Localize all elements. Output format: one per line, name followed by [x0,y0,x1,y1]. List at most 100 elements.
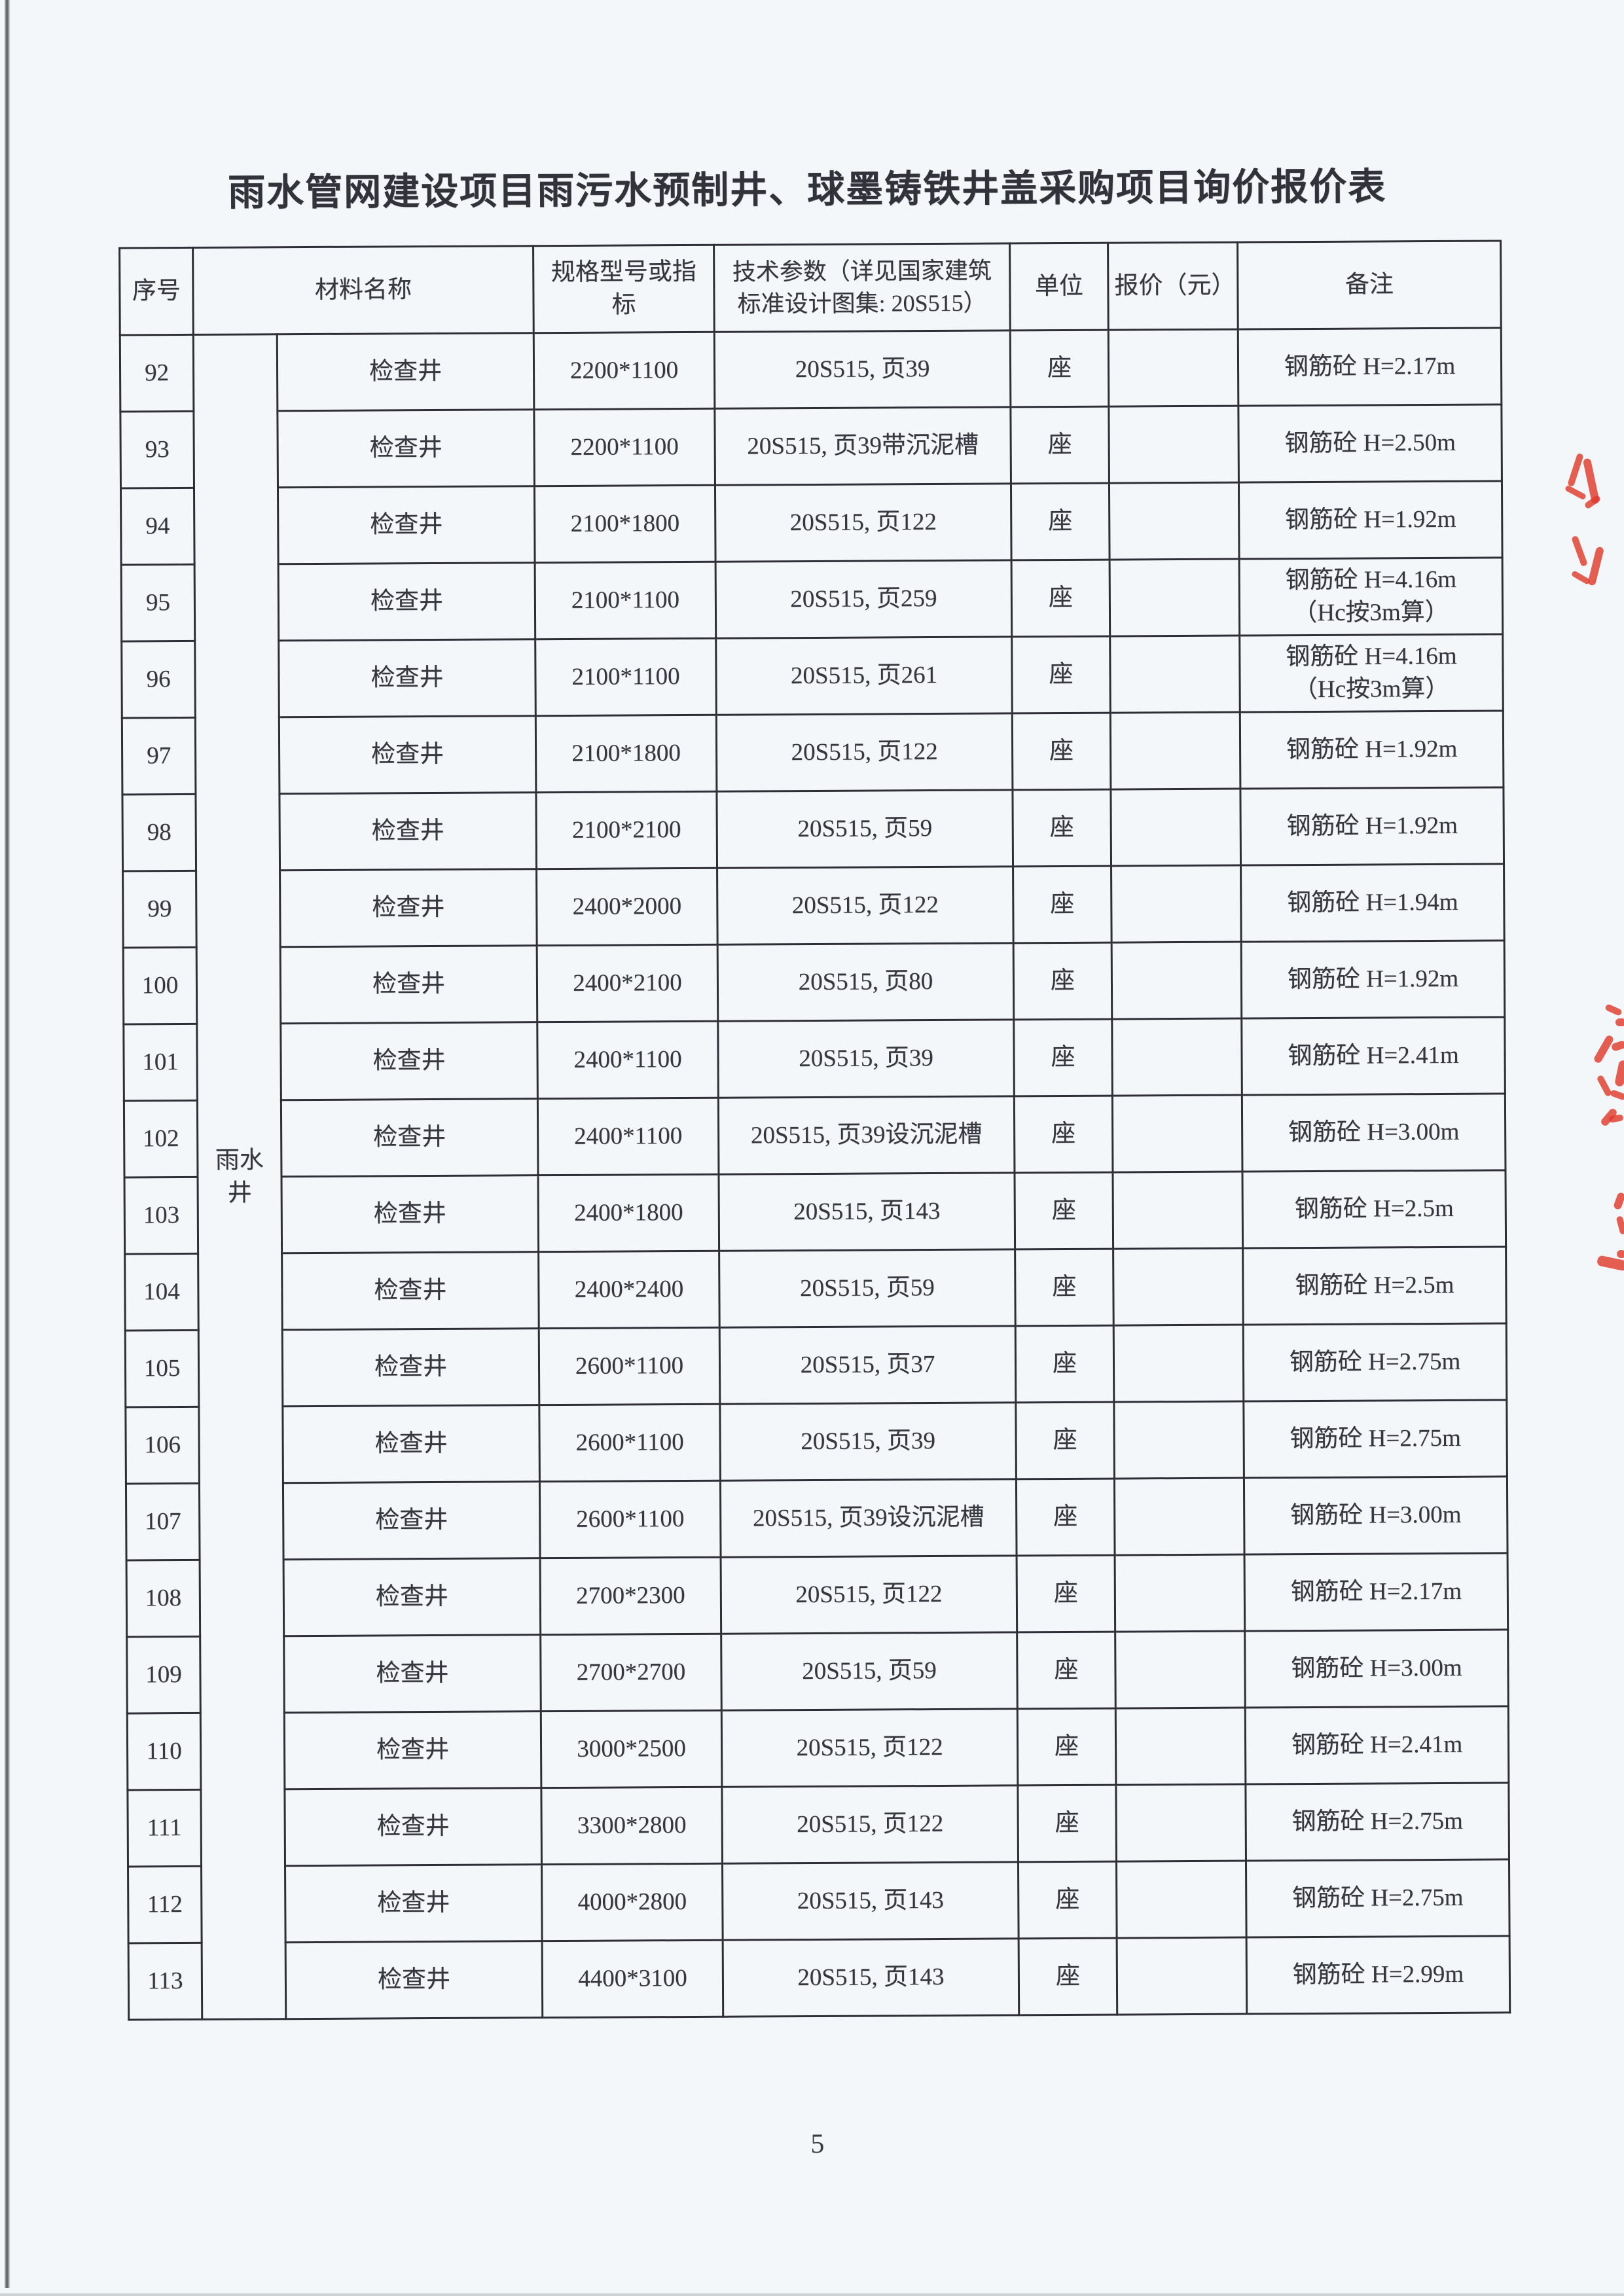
cell-note: 钢筋砼 H=2.99m [1246,1935,1510,2015]
cell-param: 20S515, 页39 [714,330,1011,409]
category-cell: 雨水井 [193,334,286,2020]
cell-unit: 座 [1016,1479,1115,1556]
cell-name: 检查井 [284,1711,541,1789]
cell-price [1113,1401,1244,1479]
table-row: 102 检查井 2400*1100 20S515, 页39设沉泥槽座 钢筋砼 H=3.0… [124,1093,1506,1177]
cell-param: 20S515, 页122 [721,1708,1018,1787]
red-stamp-fragment [1617,1250,1624,1258]
cell-seq: 96 [121,641,196,719]
cell-unit: 座 [1012,713,1111,790]
cell-unit: 座 [1017,1708,1116,1785]
cell-price [1116,1861,1247,1939]
cell-param: 20S515, 页59 [716,789,1013,869]
cell-spec: 2100*1800 [534,485,716,563]
table-row: 95 检查井 2100*1100 20S515, 页259 座 钢筋砼 H=4.16m （H… [121,557,1503,642]
quotation-table: 序号 材料名称 规格型号或指标 技术参数（详见国家建筑标准设计图集: 20S51… [118,240,1511,2020]
cell-spec: 3000*2500 [541,1710,722,1788]
cell-seq: 105 [125,1330,199,1407]
cell-param: 20S515, 页39设沉泥槽 [718,1096,1015,1175]
cell-seq: 95 [121,564,195,642]
cell-unit: 座 [1014,1096,1113,1173]
cell-note: 钢筋砼 H=1.92m [1240,710,1504,789]
cell-name: 检查井 [281,1175,539,1253]
cell-param: 20S515, 页143 [723,1938,1019,2017]
cell-note: 钢筋砼 H=1.94m [1240,863,1505,942]
cell-spec: 3300*2800 [541,1787,723,1865]
cell-spec: 2100*1100 [535,562,716,639]
col-header-material: 材料名称 [192,245,534,335]
cell-spec: 2400*1100 [537,1098,719,1175]
cell-seq: 97 [122,717,196,795]
table-row: 112 检查井 4000*2800 20S515, 页143 座 钢筋砼 H=2.75m [128,1859,1510,1943]
cell-seq: 106 [125,1407,200,1484]
cell-seq: 108 [126,1560,200,1637]
cell-price [1108,329,1238,407]
cell-unit: 座 [1010,330,1109,407]
cell-name: 检查井 [280,869,537,947]
cell-note: 钢筋砼 H=2.5m [1242,1170,1506,1249]
cell-seq: 110 [127,1713,201,1790]
cell-param: 20S515, 页122 [715,483,1012,562]
cell-name: 检查井 [278,486,535,564]
cell-price [1108,406,1239,484]
cell-seq: 98 [122,794,196,872]
cell-price [1115,1631,1246,1709]
cell-spec: 2400*2100 [537,944,718,1022]
cell-note: 钢筋砼 H=1.92m [1240,787,1504,866]
cell-name: 检查井 [280,1022,538,1100]
cell-param: 20S515, 页259 [715,560,1012,639]
cell-spec: 2100*2100 [535,791,717,869]
table-row: 98 检查井 2100*2100 20S515, 页59 座 钢筋砼 H=1.92m [122,787,1504,872]
cell-param: 20S515, 页39带沉泥槽 [714,406,1011,486]
cell-unit: 座 [1011,483,1110,560]
cell-price [1113,1248,1244,1326]
col-header-unit: 单位 [1009,243,1109,331]
table-row: 94 检查井 2100*1800 20S515, 页122 座 钢筋砼 H=1.92m [120,480,1503,565]
cell-note: 钢筋砼 H=3.00m [1244,1476,1508,1555]
cell-name: 检查井 [279,792,537,870]
cell-seq: 113 [128,1943,202,2020]
cell-spec: 2400*2000 [536,868,718,946]
table-row: 103 检查井 2400*1800 20S515, 页143 座 钢筋砼 H=2.5m [124,1170,1506,1254]
cell-name: 检查井 [283,1634,541,1713]
table-row: 104 检查井 2400*2400 20S515, 页59 座 钢筋砼 H=2.5m [124,1246,1507,1331]
cell-param: 20S515, 页143 [718,1172,1015,1251]
cell-unit: 座 [1017,1555,1115,1632]
cell-note: 钢筋砼 H=2.5m [1242,1246,1507,1325]
cell-param: 20S515, 页39 [719,1402,1017,1481]
cell-price [1110,636,1240,713]
cell-unit: 座 [1012,789,1111,867]
cell-unit: 座 [1010,406,1110,484]
table-row: 110 检查井 3000*2500 20S515, 页122 座 钢筋砼 H=2.41m [127,1706,1509,1790]
table-row: 92 雨水井 检查井 2200*1100 20S515, 页39 座钢筋砼 H=2.17m [120,327,1502,2020]
cell-param: 20S515, 页39设沉泥槽 [720,1479,1017,1558]
cell-seq: 104 [124,1253,199,1331]
table-row: 109 检查井 2700*2700 20S515, 页59 座 钢筋砼 H=3.00m [126,1629,1509,1713]
table-row: 93 检查井 2200*1100 20S515, 页39带沉泥槽座 钢筋砼 H=2.50… [120,404,1502,489]
cell-price [1111,865,1242,943]
cell-price [1112,1172,1243,1249]
col-header-price: 报价（元） [1108,242,1238,331]
cell-seq: 102 [124,1100,198,1177]
cell-note: 钢筋砼 H=1.92m [1238,480,1503,560]
cell-param: 20S515, 页122 [717,866,1014,945]
cell-name: 检查井 [277,332,534,411]
cell-unit: 座 [1011,636,1111,713]
cell-note: 钢筋砼 H=3.00m [1242,1093,1506,1172]
cell-price [1110,712,1240,790]
cell-name: 检查井 [278,639,536,717]
cell-unit: 座 [1014,1172,1113,1249]
cell-param: 20S515, 页37 [719,1325,1016,1405]
table-body: 92 雨水井 检查井 2200*1100 20S515, 页39 座钢筋砼 H=2.17m… [120,327,1510,2020]
cell-param: 20S515, 页80 [717,942,1014,1022]
cell-spec: 2400*1100 [537,1021,719,1099]
cell-spec: 2100*1100 [535,638,717,716]
cell-name: 检查井 [281,1251,539,1330]
cell-unit: 座 [1018,1861,1117,1939]
page-number: 5 [810,2128,825,2160]
cell-name: 检查井 [281,1098,538,1177]
cell-note: 钢筋砼 H=2.41m [1241,1016,1506,1096]
cell-note: 钢筋砼 H=2.41m [1245,1706,1509,1785]
cell-price [1110,789,1241,867]
